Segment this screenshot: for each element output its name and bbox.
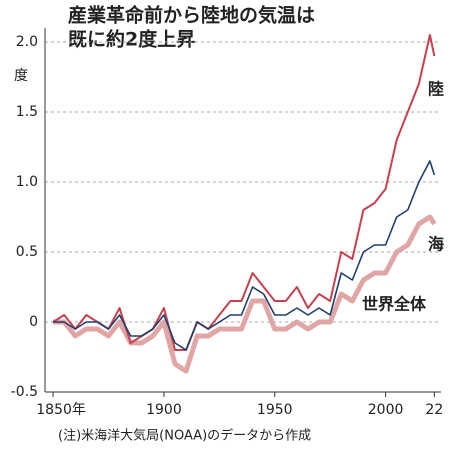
chart-subtitle: 既に約2度上昇 <box>68 28 195 51</box>
y-tick-label: 0.5 <box>16 244 38 260</box>
x-tick-label: 1950 <box>257 402 293 418</box>
y-tick-label: 1.0 <box>16 174 38 190</box>
x-tick-label: 1850年 <box>36 402 86 418</box>
note: (注)米海洋大気局(NOAA)のデータから作成 <box>58 428 311 444</box>
x-tick-label: 1900 <box>146 402 182 418</box>
x-tick-label: 22 <box>425 402 443 418</box>
series-line <box>52 34 436 351</box>
x-tick-label: 2000 <box>368 402 404 418</box>
series-label: 陸 <box>428 80 444 99</box>
y-tick-label: 1.5 <box>16 104 38 120</box>
series-line <box>53 160 436 351</box>
chart-title: 産業革命前から陸地の気温は <box>68 4 315 27</box>
y-tick-label: -0.5 <box>11 384 38 400</box>
y-tick-label: 0 <box>29 314 38 330</box>
series-label: 海 <box>428 235 444 254</box>
y-axis-label: 度 <box>14 68 28 84</box>
series-label: 世界全体 <box>362 295 427 314</box>
y-tick-label: 2.0 <box>16 34 38 50</box>
series-line <box>53 214 437 374</box>
